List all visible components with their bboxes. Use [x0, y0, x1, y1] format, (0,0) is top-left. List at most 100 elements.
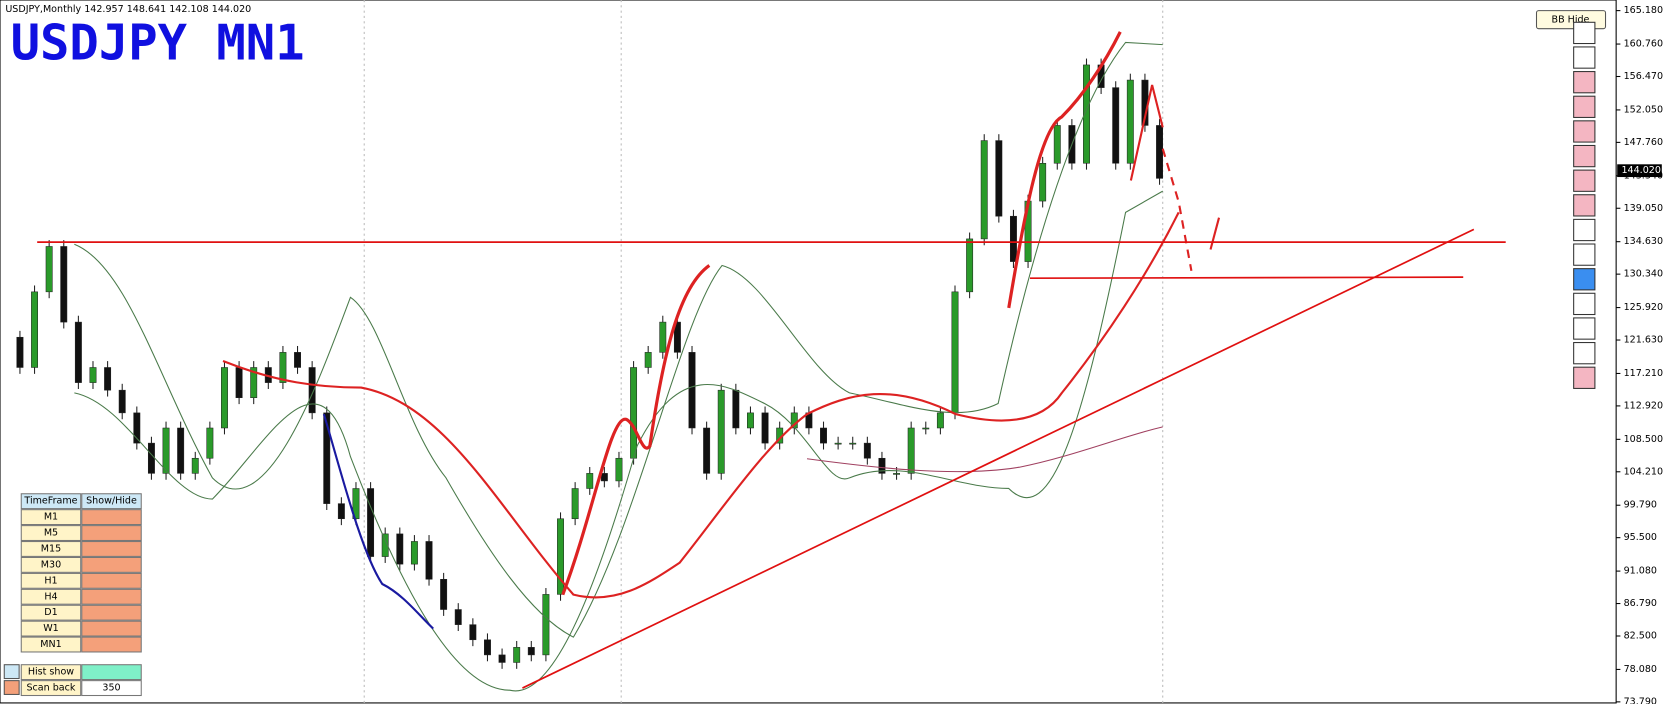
- toggle-cell[interactable]: [81, 541, 142, 557]
- candle-body: [820, 427, 827, 444]
- candle-body: [469, 624, 477, 641]
- toolbar: [1573, 21, 1596, 389]
- toggle-cell[interactable]: [81, 636, 142, 653]
- tool-button[interactable]: [1573, 218, 1596, 242]
- scan-value-cell[interactable]: [81, 680, 142, 697]
- candle-body: [951, 291, 959, 414]
- header-timeframe-cell: [20, 493, 82, 510]
- tick-label: 125.920: [1624, 302, 1663, 313]
- tool-button[interactable]: [1573, 366, 1596, 389]
- header-show-hide-cell: [81, 493, 142, 510]
- tick-label: 86.790: [1624, 598, 1657, 609]
- candle-body: [133, 412, 141, 444]
- tick-label: 139.050: [1624, 203, 1663, 214]
- candle-body: [279, 352, 287, 383]
- candle-body: [367, 488, 375, 557]
- candle-body: [542, 594, 550, 656]
- candle-body: [323, 412, 331, 504]
- candle-body: [1039, 162, 1047, 202]
- candle-body: [1112, 87, 1120, 164]
- candle-body: [162, 427, 170, 474]
- tool-button[interactable]: [1573, 169, 1596, 192]
- candle-body: [484, 639, 491, 656]
- tool-button[interactable]: [1573, 144, 1596, 168]
- tick-label: 91.080: [1624, 566, 1657, 577]
- toggle-cell[interactable]: [81, 604, 142, 621]
- candle-body: [31, 291, 38, 368]
- current-price: 144.020: [1621, 165, 1660, 176]
- button-label[interactable]: BB Hide: [1552, 15, 1590, 26]
- tick-label: 95.500: [1624, 532, 1657, 543]
- tool-button[interactable]: [1573, 120, 1596, 143]
- timeframe-label-cell: [20, 525, 82, 542]
- tick-label: 73.790: [1624, 696, 1657, 704]
- hist-icon[interactable]: [3, 664, 20, 680]
- candle-body: [615, 457, 623, 482]
- candle-body: [104, 367, 112, 391]
- candle-body: [893, 473, 901, 475]
- tick-label: 78.080: [1624, 664, 1657, 675]
- tool-button[interactable]: [1573, 268, 1596, 291]
- tool-button[interactable]: [1573, 71, 1596, 94]
- tick-label: 156.470: [1624, 71, 1663, 82]
- candle-body: [45, 246, 53, 293]
- scan-value[interactable]: 350: [102, 683, 120, 694]
- scan-icon[interactable]: [3, 680, 20, 695]
- candle-body: [732, 389, 740, 429]
- candle-body: [1009, 215, 1017, 262]
- tool-button[interactable]: [1573, 317, 1596, 340]
- hist-toggle-cell[interactable]: [81, 664, 142, 681]
- candle-body: [936, 412, 944, 429]
- toggle-cell[interactable]: [81, 556, 142, 573]
- header-timeframe: TimeFrame: [23, 496, 77, 507]
- candle-body: [922, 427, 930, 430]
- toggle-cell[interactable]: [81, 525, 142, 542]
- timeframe-label: MN1: [40, 639, 61, 650]
- tick-label: 152.050: [1624, 104, 1663, 115]
- tick-label: 121.630: [1624, 335, 1663, 346]
- price-axis: 165.180160.760156.470152.050147.760143.3…: [1616, 5, 1663, 704]
- toggle-cell[interactable]: [81, 509, 142, 526]
- candle-body: [294, 352, 301, 368]
- indicators: [74, 31, 1221, 692]
- tool-button[interactable]: [1573, 46, 1596, 69]
- tick-label: 147.760: [1624, 137, 1663, 148]
- candle-body: [586, 473, 594, 489]
- timeframe-label: W1: [43, 623, 59, 634]
- candle-body: [381, 533, 389, 557]
- candle-body: [878, 457, 886, 474]
- candle-body: [308, 367, 316, 414]
- candle-body: [74, 321, 82, 383]
- scan-label-cell: [20, 680, 82, 697]
- tool-button[interactable]: [1573, 194, 1596, 217]
- candle-body: [425, 541, 433, 580]
- candle-body: [410, 541, 418, 565]
- timeframe-label-cell: [20, 509, 82, 526]
- candle-body: [980, 140, 988, 240]
- toggle-cell[interactable]: [81, 620, 142, 637]
- tool-button[interactable]: [1573, 95, 1596, 118]
- scan-label: Scan back: [27, 683, 76, 694]
- candle-body: [440, 579, 448, 610]
- candle-body: [630, 367, 638, 459]
- candle-body: [498, 654, 506, 663]
- tool-button[interactable]: [1573, 243, 1596, 266]
- candle-body: [557, 518, 564, 595]
- timeframe-label: D1: [44, 607, 57, 618]
- candle-body: [1083, 64, 1090, 164]
- hist-label: Hist show: [28, 667, 74, 678]
- tool-button[interactable]: [1573, 342, 1596, 365]
- tool-button[interactable]: [1573, 21, 1596, 45]
- candle-body: [206, 427, 214, 459]
- timeframe-label-cell: [20, 541, 82, 557]
- toggle-cell[interactable]: [81, 572, 142, 589]
- toggle-cell[interactable]: [81, 588, 142, 605]
- candle-body: [396, 533, 404, 565]
- candle-body: [513, 647, 521, 663]
- timeframe-label: H4: [44, 591, 57, 602]
- tick-label: 104.210: [1624, 466, 1663, 477]
- candle-body: [673, 321, 681, 353]
- timeframe-table: TimeFrame Show/Hide M1 M5 M15 M30 H1 H4 D1 W1 MN1 H…: [3, 493, 142, 697]
- tool-button[interactable]: [1573, 292, 1596, 316]
- timeframe-label-cell: [20, 636, 82, 653]
